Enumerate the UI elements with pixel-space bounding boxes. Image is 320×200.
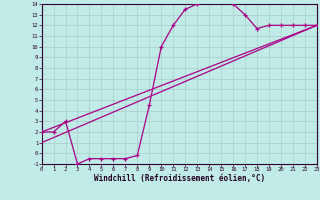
- X-axis label: Windchill (Refroidissement éolien,°C): Windchill (Refroidissement éolien,°C): [94, 174, 265, 183]
